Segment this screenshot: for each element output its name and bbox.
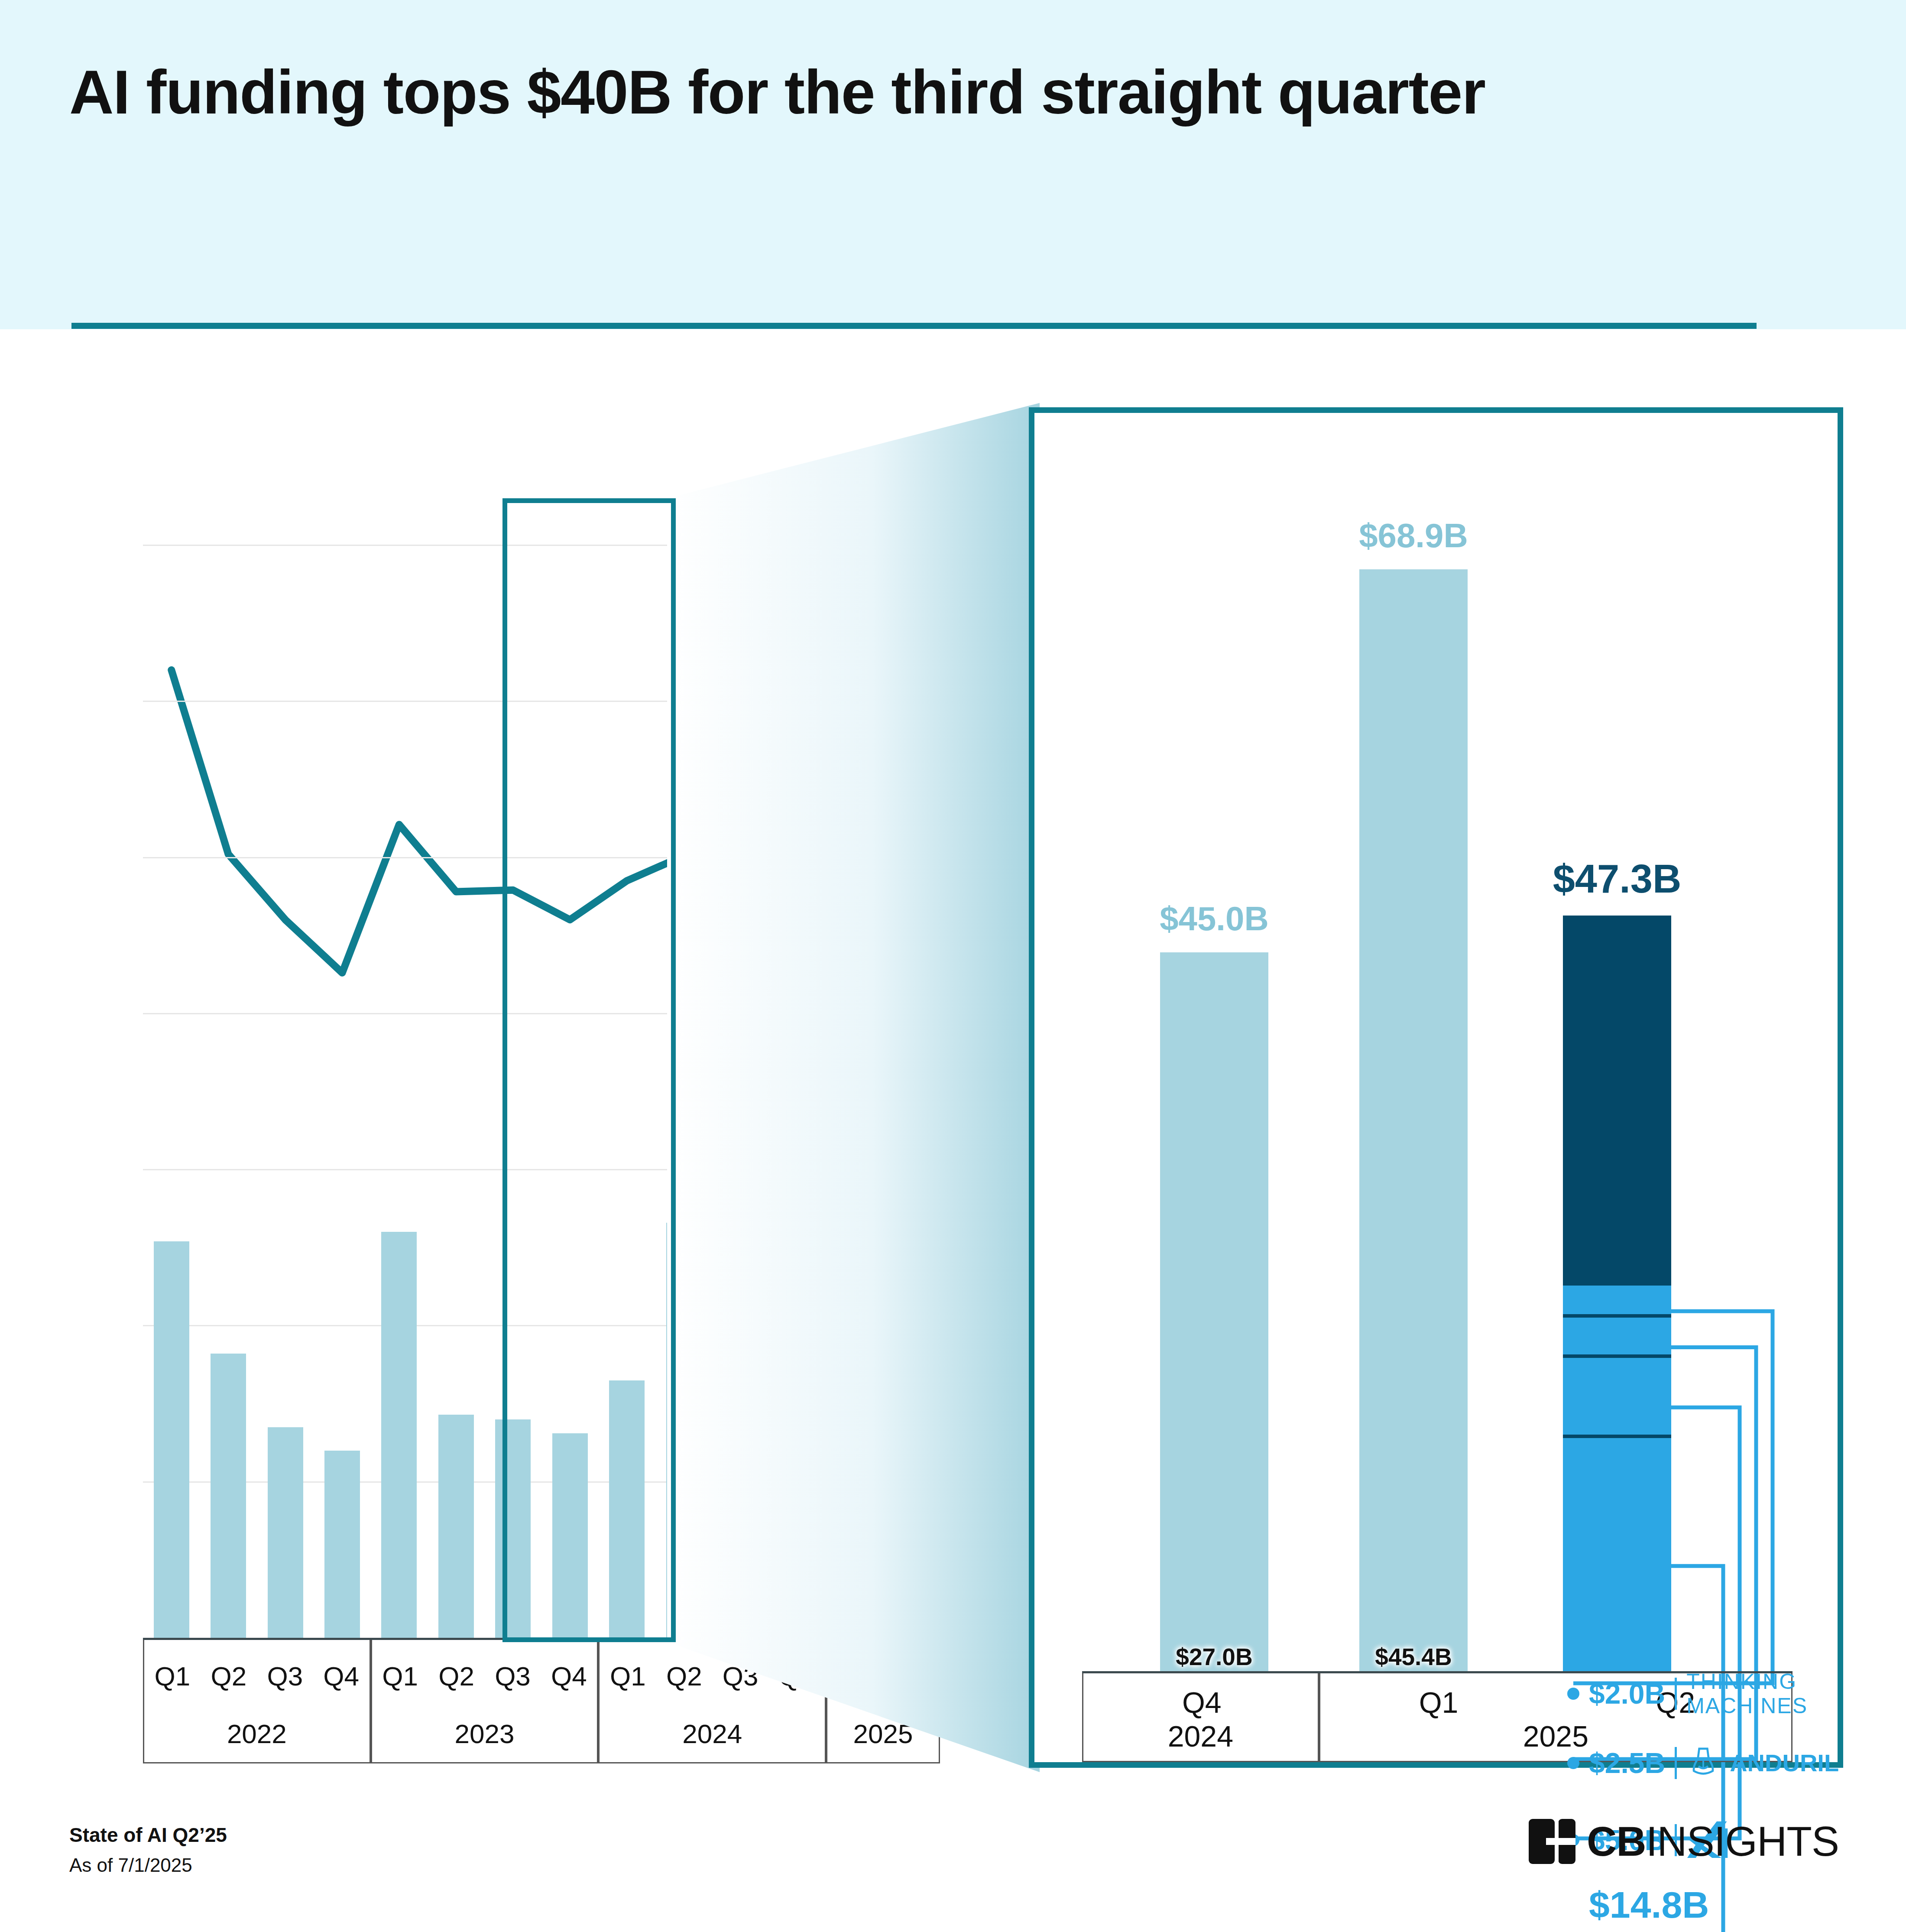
main-chart-bar: [154, 1241, 189, 1638]
inset-bar-value-label: $68.9B: [1342, 516, 1485, 555]
zoom-connector-wedge: [667, 403, 1040, 1772]
callout-divider: [1675, 1747, 1677, 1779]
header-band: [0, 0, 1906, 329]
x-axis-quarter-label: Q1: [144, 1661, 201, 1692]
inset-deal-segment: [1563, 1356, 1671, 1436]
brand-line-1: THINKING: [1686, 1669, 1797, 1694]
x-axis-quarter-label: Q3: [485, 1661, 541, 1692]
inset-bar: [1160, 952, 1268, 1673]
inset-deal-segment: [1563, 1316, 1671, 1356]
anduril-wordmark: ANDURIL: [1730, 1750, 1839, 1777]
callout-scale: $14.8B raised by: [1567, 1886, 1732, 1932]
callout-amount: $2.0B: [1589, 1677, 1665, 1710]
inset-year-label: 2024: [1083, 1719, 1318, 1753]
quarter-label-row: Q1Q2Q3Q4: [144, 1661, 370, 1692]
x-axis-year-group: Q1Q2Q3Q4 2022: [143, 1640, 371, 1763]
highlight-selection-box: [502, 498, 676, 1642]
main-chart-bar: [268, 1427, 303, 1638]
callout-thinking-machines: $2.0B THINKING MACHINES: [1567, 1669, 1808, 1718]
x-axis-year-group: Q1Q2Q3Q4 2023: [371, 1640, 599, 1763]
x-axis-quarter-label: Q3: [257, 1661, 313, 1692]
as-of-date: As of 7/1/2025: [69, 1854, 192, 1876]
inset-bar-base-label: $45.4B: [1348, 1643, 1478, 1671]
main-chart-bar: [381, 1232, 417, 1638]
thinking-machines-logo: THINKING MACHINES: [1686, 1669, 1808, 1718]
source-label: State of AI Q2’25: [69, 1823, 227, 1847]
inset-bar-value-label: $45.0B: [1143, 899, 1286, 938]
inset-quarter-label: Q1: [1320, 1685, 1557, 1719]
anduril-glyph: [1686, 1745, 1720, 1779]
main-chart-bar: [438, 1415, 474, 1638]
page-title: AI funding tops $40B for the third strai…: [69, 56, 1759, 128]
inset-year-group: Q42024: [1082, 1673, 1319, 1762]
scale-raised-by-label: raised by: [1589, 1928, 1732, 1932]
scale-amount: $14.8B: [1589, 1886, 1732, 1923]
cb-bold: CB: [1587, 1818, 1646, 1864]
inset-bar-base-label: $27.0B: [1149, 1643, 1279, 1671]
inset-bar: [1359, 569, 1468, 1673]
cbinsights-logo: CBINSIGHTS: [1529, 1818, 1839, 1865]
title-divider: [71, 323, 1757, 329]
x-axis-quarter-label: Q4: [541, 1661, 597, 1692]
x-axis-quarter-label: Q1: [372, 1661, 428, 1692]
x-axis-quarter-label: Q2: [201, 1661, 257, 1692]
inset-bar-value-label: $47.3B: [1546, 856, 1689, 902]
x-axis-quarter-label: Q1: [600, 1661, 656, 1692]
inset-deal-segment: [1563, 1436, 1671, 1673]
inset-detail-panel: $45.0B $27.0B $68.9B $45.4B $47.3B Q42024Q1Q…: [1029, 407, 1843, 1768]
inset-quarter-label: Q4: [1083, 1685, 1320, 1719]
x-axis-year-label: 2022: [144, 1718, 370, 1749]
cbinsights-mark-icon: [1529, 1819, 1575, 1864]
callout-divider: [1675, 1678, 1677, 1710]
x-axis-quarter-label: Q2: [428, 1661, 485, 1692]
brand-line-2: MACHINES: [1686, 1694, 1808, 1718]
main-chart-bar: [324, 1451, 360, 1638]
x-axis-quarter-label: Q4: [313, 1661, 370, 1692]
quarter-label-row: Q1Q2Q3Q4: [372, 1661, 597, 1692]
cbinsights-wordmark: CBINSIGHTS: [1587, 1818, 1839, 1865]
anduril-mark-icon: [1686, 1745, 1720, 1781]
callout-dot-icon: [1567, 1688, 1579, 1700]
inset-deal-segment: [1563, 1284, 1671, 1316]
x-axis-year-label: 2023: [372, 1718, 597, 1749]
callout-amount: $2.5B: [1589, 1747, 1665, 1779]
callout-anduril: $2.5B ANDURIL: [1567, 1745, 1839, 1781]
main-chart-bar: [211, 1354, 246, 1638]
cb-light: INSIGHTS: [1646, 1818, 1839, 1864]
callout-dot-icon: [1567, 1757, 1579, 1769]
